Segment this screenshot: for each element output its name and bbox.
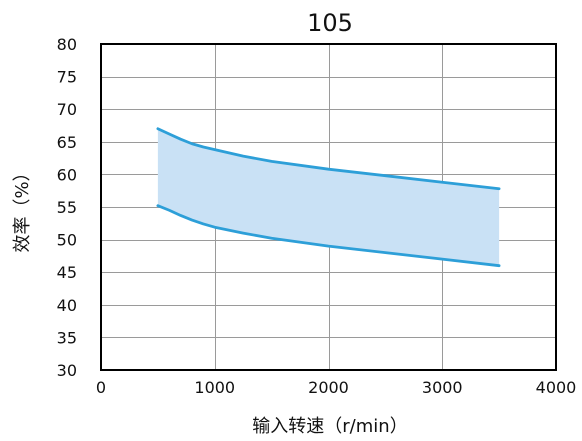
y-tick-label-70: 70 (57, 100, 77, 119)
x-tick-label-3000: 3000 (422, 378, 463, 397)
y-tick-label-80: 80 (57, 35, 77, 54)
x-tick-label-2000: 2000 (308, 378, 349, 397)
y-tick-label-60: 60 (57, 165, 77, 184)
y-tick-label-30: 30 (57, 361, 77, 380)
x-tick-label-4000: 4000 (536, 378, 577, 397)
y-tick-label-50: 50 (57, 231, 77, 250)
chart-title: 105 (307, 9, 353, 37)
y-tick-label-40: 40 (57, 296, 77, 315)
efficiency-band-area (157, 128, 500, 266)
y-tick-label-75: 75 (57, 68, 77, 87)
y-tick-label-65: 65 (57, 133, 77, 152)
series-layer (156, 127, 501, 268)
lower-efficiency-line (156, 204, 501, 268)
y-tick-label-55: 55 (57, 198, 77, 217)
tick-layer: 0 1000 2000 3000 4000 30 35 40 45 50 55 60 65 70 75 80 (57, 35, 577, 397)
y-axis-label: 效率（%） (12, 163, 33, 252)
plot-frame (100, 43, 557, 371)
y-tick-label-35: 35 (57, 328, 77, 347)
x-axis-label: 输入转速（r/min） (252, 416, 407, 437)
y-tick-label-45: 45 (57, 263, 77, 282)
upper-efficiency-line (156, 127, 501, 191)
x-tick-label-1000: 1000 (194, 378, 235, 397)
x-tick-label-0: 0 (96, 378, 106, 397)
